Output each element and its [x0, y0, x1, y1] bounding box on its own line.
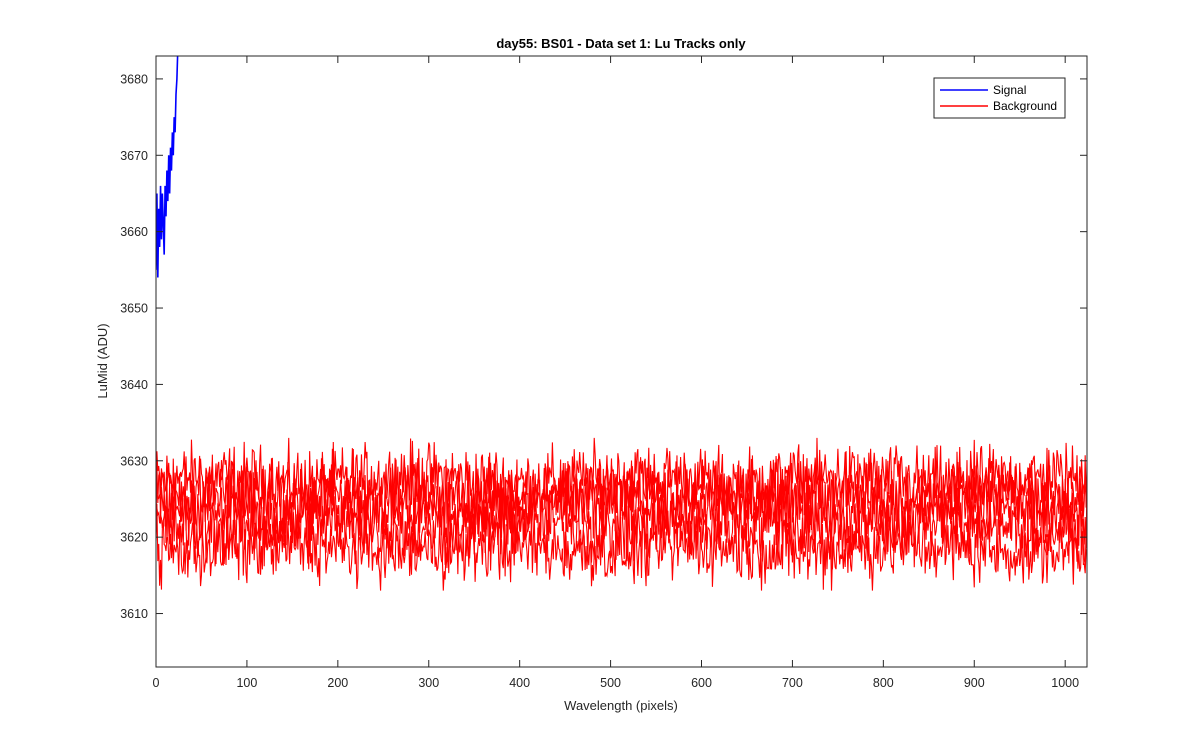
legend-signal-label: Signal: [993, 83, 1026, 97]
background-trace-4: [156, 476, 1087, 577]
series-layer: [156, 56, 1087, 591]
y-tick-label: 3660: [120, 225, 148, 239]
tick-layer: 0 100 200 300 400 500 600 700 800 900 1000 3610 3620…: [120, 56, 1087, 690]
background-trace-5: [156, 500, 1087, 591]
x-tick-label: 500: [600, 676, 621, 690]
y-tick-label: 3670: [120, 149, 148, 163]
x-tick-label: 100: [236, 676, 257, 690]
chart-title: day55: BS01 - Data set 1: Lu Tracks only: [496, 36, 746, 51]
x-tick-label: 900: [964, 676, 985, 690]
y-tick-label: 3640: [120, 378, 148, 392]
x-tick-label: 1000: [1051, 676, 1079, 690]
legend-box: [933, 77, 1066, 119]
legend: Signal Background: [933, 77, 1066, 119]
signal-line: [156, 56, 179, 278]
x-tick-label: 700: [782, 676, 803, 690]
x-tick-label: 200: [327, 676, 348, 690]
x-tick-label: 0: [153, 676, 160, 690]
x-tick-label: 400: [509, 676, 530, 690]
y-tick-label: 3620: [120, 531, 148, 545]
x-tick-label: 300: [418, 676, 439, 690]
y-tick-label: 3650: [120, 302, 148, 316]
legend-background-label: Background: [993, 99, 1057, 113]
y-axis-label: LuMid (ADU): [95, 323, 110, 398]
x-axis-label: Wavelength (pixels): [564, 698, 678, 713]
y-tick-label: 3630: [120, 454, 148, 468]
background-trace-1: [156, 437, 1087, 526]
axes-box: [155, 55, 1088, 668]
x-tick-label: 600: [691, 676, 712, 690]
x-tick-label: 800: [873, 676, 894, 690]
y-tick-label: 3680: [120, 72, 148, 86]
y-tick-label: 3610: [120, 607, 148, 621]
plot-area: [156, 56, 1087, 667]
